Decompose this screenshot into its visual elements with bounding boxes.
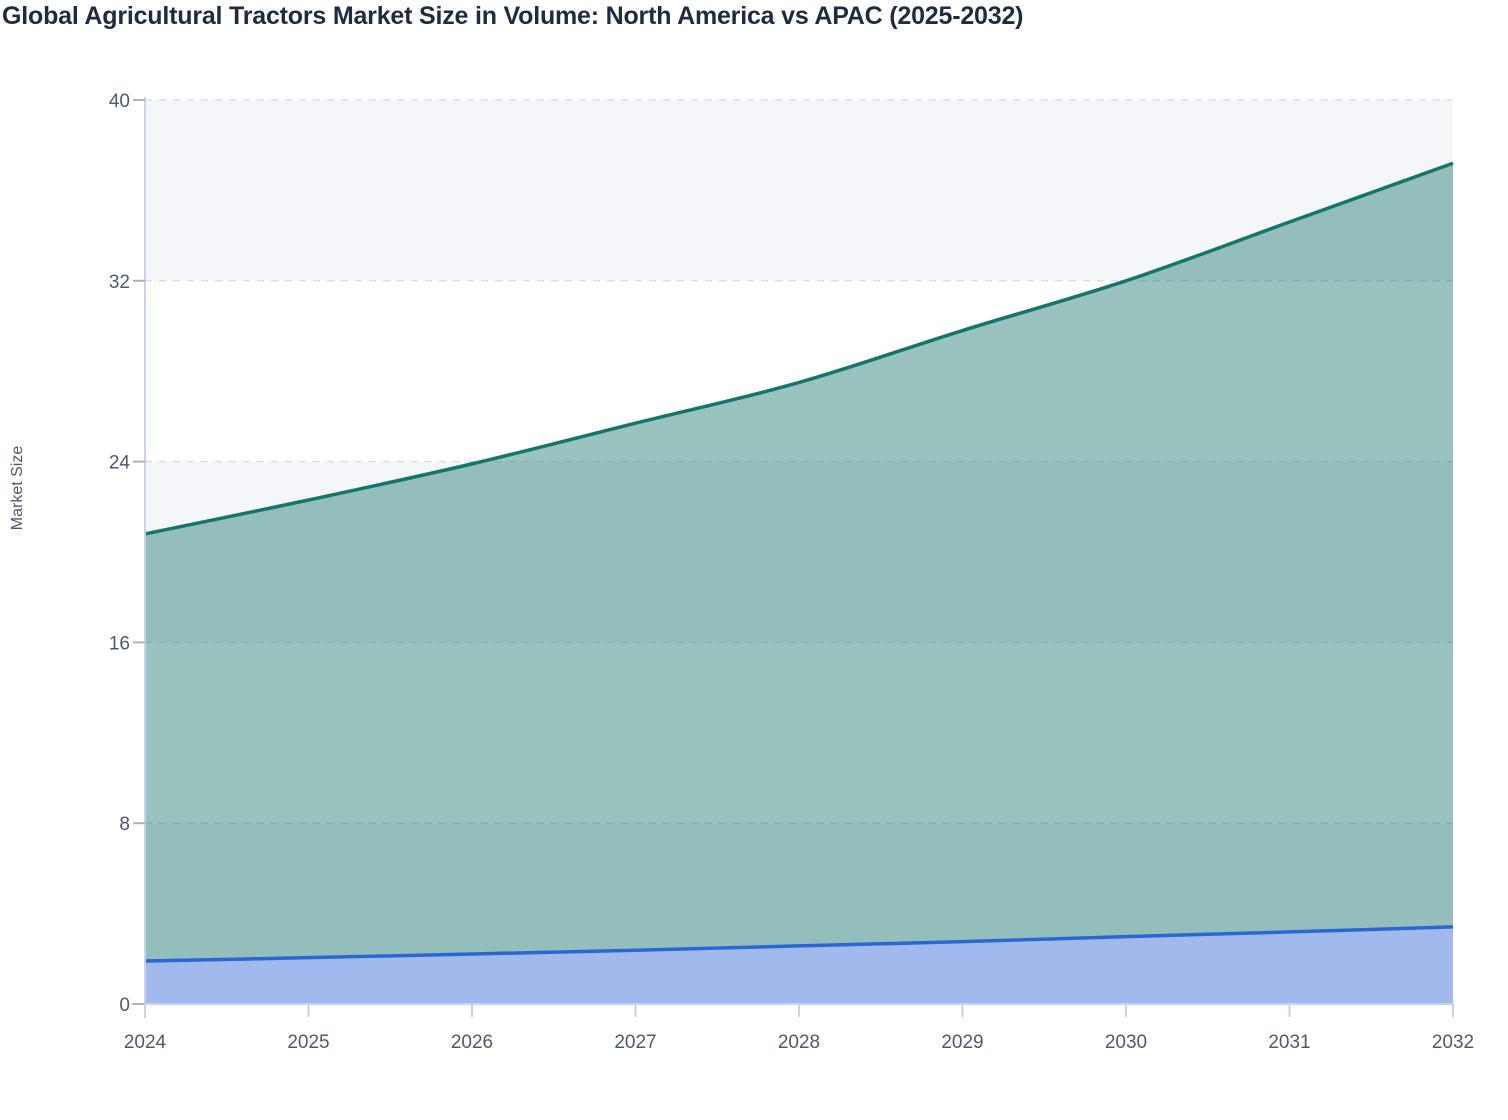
x-tick-label: 2029	[941, 1032, 983, 1053]
y-tick-label: 16	[109, 633, 130, 654]
y-tick-label: 0	[119, 995, 130, 1016]
x-tick-label: 2025	[287, 1032, 329, 1053]
x-tick-label: 2024	[124, 1032, 167, 1053]
line-series-north-america	[144, 925, 1454, 963]
row-band	[145, 823, 1453, 1004]
x-tick-label: 2031	[1268, 1032, 1310, 1053]
y-tick-label: 8	[119, 814, 130, 835]
x-tick-label: 2032	[1432, 1032, 1474, 1053]
y-tick-label: 40	[109, 91, 130, 112]
x-tick-label: 2030	[1105, 1032, 1147, 1053]
x-tick-label: 2028	[778, 1032, 820, 1053]
chart-title: Global Agricultural Tractors Market Size…	[2, 2, 1024, 30]
x-tick-label: 2027	[614, 1032, 656, 1053]
y-tick-label: 32	[109, 272, 130, 293]
line-series-apac	[144, 161, 1454, 536]
area-series-apac	[145, 163, 1453, 962]
y-tick-label: 24	[109, 453, 131, 474]
x-tick-label: 2026	[451, 1032, 493, 1053]
row-band	[145, 461, 1453, 643]
area-series-north-america	[145, 926, 1453, 1004]
row-band	[145, 100, 1453, 281]
